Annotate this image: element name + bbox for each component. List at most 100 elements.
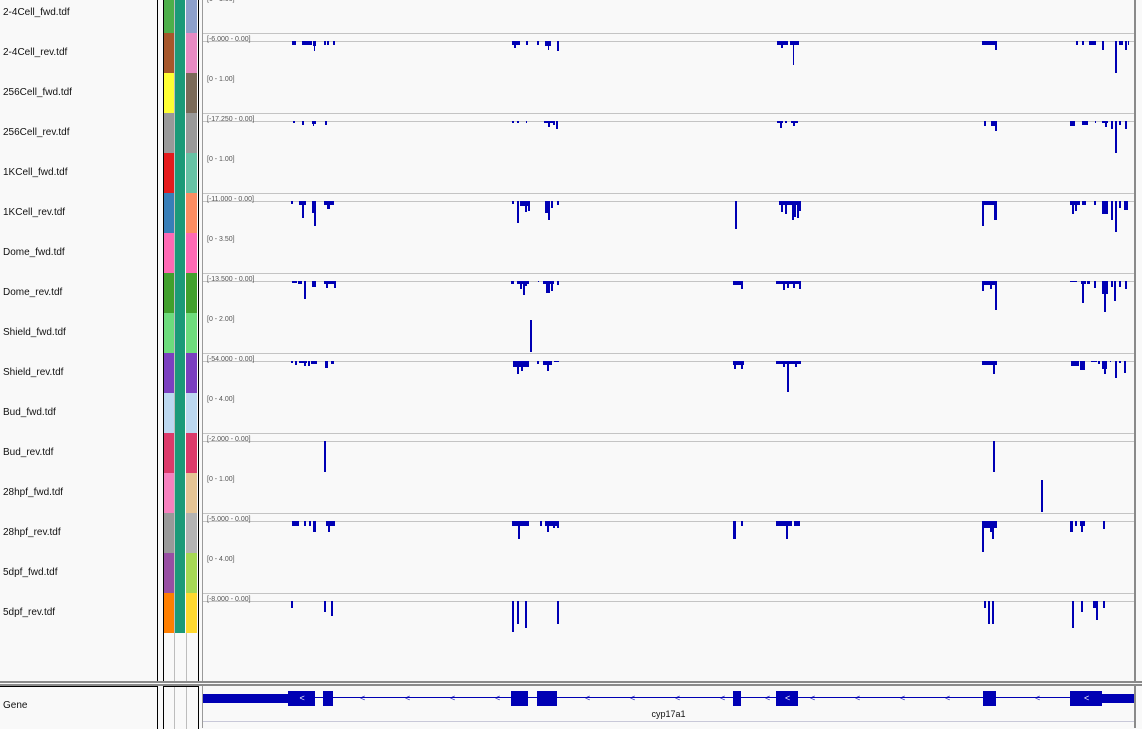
attribute-cell[interactable]: [164, 473, 174, 513]
attribute-cell[interactable]: [186, 153, 197, 193]
coverage-bar: [1041, 480, 1043, 512]
attribute-cell[interactable]: [175, 73, 185, 113]
attribute-cell[interactable]: [175, 193, 185, 233]
strand-arrow-icon: <: [855, 693, 861, 703]
attribute-cell[interactable]: [175, 473, 185, 513]
track-name-shield_fwd-tdf[interactable]: Shield_fwd.tdf: [3, 327, 66, 338]
track-name-28hpf_fwd-tdf[interactable]: 28hpf_fwd.tdf: [3, 487, 64, 498]
attribute-cell[interactable]: [164, 273, 174, 313]
exon-block[interactable]: [983, 691, 996, 706]
attribute-cell[interactable]: [175, 273, 185, 313]
attribute-cell[interactable]: [186, 313, 197, 353]
coverage-bar: [982, 281, 984, 291]
track-name-5dpf_rev-tdf[interactable]: 5dpf_rev.tdf: [3, 607, 56, 618]
attribute-cell[interactable]: [186, 433, 197, 473]
attribute-cell[interactable]: [175, 313, 185, 353]
coverage-bar: [1103, 601, 1105, 608]
attribute-cell[interactable]: [164, 433, 174, 473]
attribute-cell[interactable]: [186, 113, 197, 153]
attribute-cell[interactable]: [164, 193, 174, 233]
coverage-bar: [547, 361, 549, 371]
track-name-5dpf_fwd-tdf[interactable]: 5dpf_fwd.tdf: [3, 567, 58, 578]
attribute-cell[interactable]: [175, 233, 185, 273]
coverage-bar: [313, 521, 316, 532]
attribute-cell[interactable]: [164, 353, 174, 393]
attribute-cell[interactable]: [164, 73, 174, 113]
coverage-bar: [994, 201, 997, 220]
attribute-cell[interactable]: [186, 513, 197, 553]
coverage-bar: [302, 41, 306, 45]
exon-block[interactable]: <: [1070, 691, 1102, 706]
track-name-1kcell_fwd-tdf[interactable]: 1KCell_fwd.tdf: [3, 167, 68, 178]
attribute-cell[interactable]: [175, 0, 185, 33]
attribute-cell[interactable]: [164, 113, 174, 153]
attribute-cell[interactable]: [164, 233, 174, 273]
attribute-cell[interactable]: [186, 353, 197, 393]
track-baseline: [203, 441, 1134, 442]
attribute-cell[interactable]: [175, 33, 185, 73]
coverage-bar: [1094, 201, 1096, 205]
coverage-bar: [324, 281, 335, 284]
attribute-cell[interactable]: [186, 73, 197, 113]
attribute-cell[interactable]: [175, 433, 185, 473]
track-name-panel: 2-4Cell_fwd.tdf 2-4Cell_rev.tdf 256Cell_fw…: [0, 0, 158, 681]
attribute-cell[interactable]: [186, 393, 197, 433]
coverage-bar: [1119, 361, 1121, 363]
attribute-cell[interactable]: [164, 313, 174, 353]
track-name-bud_fwd-tdf[interactable]: Bud_fwd.tdf: [3, 407, 56, 418]
attribute-cell[interactable]: [175, 113, 185, 153]
exon-block[interactable]: [537, 691, 557, 706]
attribute-cell[interactable]: [186, 233, 197, 273]
attribute-cell[interactable]: [186, 553, 197, 593]
gene-attribute-panel: [163, 686, 199, 729]
strand-arrow-icon: <: [1084, 693, 1090, 703]
track-name-bud_rev-tdf[interactable]: Bud_rev.tdf: [3, 447, 54, 458]
attribute-cell[interactable]: [175, 153, 185, 193]
attribute-cell[interactable]: [175, 513, 185, 553]
gene-name-label[interactable]: cyp17a1: [651, 709, 686, 719]
track-name-dome_rev-tdf[interactable]: Dome_rev.tdf: [3, 287, 63, 298]
track-name-dome_fwd-tdf[interactable]: Dome_fwd.tdf: [3, 247, 65, 258]
attribute-cell[interactable]: [175, 593, 185, 633]
attribute-cell[interactable]: [186, 473, 197, 513]
utr-block[interactable]: [203, 694, 288, 703]
gene-track[interactable]: cyp17a1 < < < < < < < < < < < < < < < < <: [202, 686, 1136, 728]
coverage-bar: [306, 41, 312, 45]
attribute-cell[interactable]: [164, 593, 174, 633]
gene-track-label[interactable]: Gene: [3, 700, 28, 711]
exon-block[interactable]: [323, 691, 333, 706]
track-name-256cell_fwd-tdf[interactable]: 256Cell_fwd.tdf: [3, 87, 72, 98]
attribute-cell[interactable]: [164, 553, 174, 593]
track-name-256cell_rev-tdf[interactable]: 256Cell_rev.tdf: [3, 127, 70, 138]
coverage-bar: [781, 41, 783, 48]
attribute-cell[interactable]: [186, 193, 197, 233]
attribute-cell[interactable]: [164, 393, 174, 433]
track-name-2-4cell_rev-tdf[interactable]: 2-4Cell_rev.tdf: [3, 47, 68, 58]
utr-block[interactable]: [1102, 694, 1134, 703]
attribute-cell[interactable]: [175, 353, 185, 393]
coverage-bar: [1103, 521, 1105, 529]
attribute-cell[interactable]: [164, 33, 174, 73]
track-name-2-4cell_fwd-tdf[interactable]: 2-4Cell_fwd.tdf: [3, 7, 70, 18]
exon-block[interactable]: <: [288, 691, 315, 706]
attribute-cell[interactable]: [186, 0, 197, 33]
coverage-bar: [793, 121, 795, 126]
attribute-cell[interactable]: [164, 153, 174, 193]
exon-block[interactable]: [733, 691, 741, 706]
track-name-28hpf_rev-tdf[interactable]: 28hpf_rev.tdf: [3, 527, 61, 538]
coverage-bar: [521, 361, 523, 371]
data-panel[interactable]: [0 - 1.00] [-6.000 - 0.00] [0 - 1.00] [-17.…: [202, 0, 1136, 681]
attribute-cell[interactable]: [186, 593, 197, 633]
track-name-1kcell_rev-tdf[interactable]: 1KCell_rev.tdf: [3, 207, 66, 218]
attribute-cell[interactable]: [186, 33, 197, 73]
exon-block[interactable]: [511, 691, 528, 706]
panel-divider[interactable]: [0, 681, 1142, 686]
attribute-cell[interactable]: [175, 553, 185, 593]
track-name-shield_rev-tdf[interactable]: Shield_rev.tdf: [3, 367, 64, 378]
attribute-cell[interactable]: [164, 0, 174, 33]
exon-block[interactable]: <: [776, 691, 798, 706]
attribute-cell[interactable]: [186, 273, 197, 313]
data-range-label: [-13.500 - 0.00]: [207, 276, 255, 283]
attribute-cell[interactable]: [175, 393, 185, 433]
attribute-cell[interactable]: [164, 513, 174, 553]
